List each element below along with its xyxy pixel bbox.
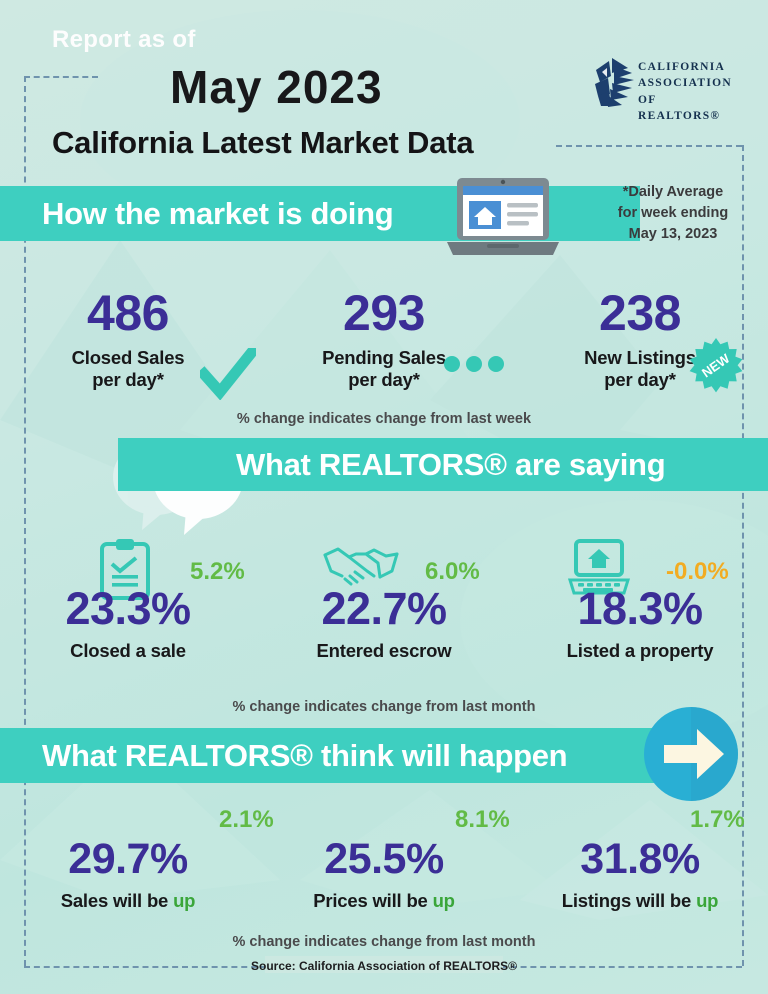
banner-what-realtors-are-saying: What REALTORS® are saying bbox=[118, 438, 768, 491]
stat-label-line-2: per day* bbox=[604, 368, 676, 390]
source-line-backdrop bbox=[265, 956, 503, 973]
car-logo-text: CALIFORNIA ASSOCIATION OF REALTORS® bbox=[638, 59, 740, 124]
stat-label: Listed a property bbox=[566, 640, 714, 661]
stat-value: 25.5% bbox=[324, 835, 444, 883]
stat-change-listings-will-be-up: 1.7% bbox=[690, 806, 745, 833]
stat-label-line-1: New Listings bbox=[584, 347, 696, 368]
note-change-from-last-week: % change indicates change from last week bbox=[236, 411, 532, 427]
stat-listed-a-property: 18.3% Listed a property bbox=[512, 540, 768, 662]
stat-value: 29.7% bbox=[68, 835, 188, 883]
report-month-year: May 2023 bbox=[170, 61, 383, 113]
stat-pending-sales-per-day: 293 Pending Sales per day* bbox=[256, 288, 512, 391]
daily-average-line-2: for week ending bbox=[617, 205, 729, 222]
car-fan-logo-icon bbox=[595, 58, 634, 107]
stat-label: New Listings per day* bbox=[512, 347, 768, 391]
stat-label: Closed Sales per day* bbox=[0, 347, 256, 391]
car-logo: CALIFORNIA ASSOCIATION OF REALTORS® bbox=[592, 56, 740, 122]
stat-value: 238 bbox=[599, 285, 681, 341]
stat-label-line-1: Closed Sales bbox=[71, 347, 185, 368]
stat-value: 31.8% bbox=[580, 835, 700, 883]
laptop-listing-icon bbox=[447, 178, 559, 255]
stat-value: 22.7% bbox=[321, 583, 447, 634]
stat-change-listed-a-property: -0.0% bbox=[666, 558, 729, 585]
check-icon bbox=[200, 348, 256, 400]
stat-label: Closed a sale bbox=[70, 640, 186, 661]
page-title: California Latest Market Data bbox=[52, 125, 474, 160]
handshake-icon bbox=[323, 547, 399, 586]
daily-average-note: *Daily Average for week ending May 13, 2… bbox=[598, 182, 748, 245]
stats-row-realtors-think: 29.7% Sales will be up 25.5% Prices will… bbox=[0, 808, 768, 912]
note-change-from-last-month-1: % change indicates change from last mont… bbox=[232, 699, 536, 715]
dashed-border-bottom-left bbox=[24, 966, 267, 968]
computer-house-icon bbox=[568, 539, 630, 595]
stat-new-listings-per-day: 238 New Listings per day* bbox=[512, 288, 768, 391]
stats-row-realtors-saying: 23.3% Closed a sale 22.7% Entered escrow… bbox=[0, 540, 768, 662]
stat-closed-sales-per-day: 486 Closed Sales per day* bbox=[0, 288, 256, 391]
stat-label-prefix: Sales will be bbox=[60, 890, 174, 911]
source-attribution: Source: California Association of REALTO… bbox=[251, 959, 517, 973]
dashed-border-left bbox=[24, 76, 26, 966]
note-change-from-last-month-2: % change indicates change from last mont… bbox=[232, 934, 536, 950]
stat-change-closed-a-sale: 5.2% bbox=[190, 558, 245, 585]
header: Report as of May 2023 California Latest … bbox=[0, 0, 768, 175]
stat-label: Prices will be up bbox=[256, 890, 512, 912]
stat-label-prefix: Prices will be bbox=[313, 890, 433, 911]
stat-label-line-2: per day* bbox=[92, 368, 164, 390]
dashed-border-right bbox=[742, 145, 744, 966]
stat-label: Sales will be up bbox=[0, 890, 256, 912]
stat-entered-escrow: 22.7% Entered escrow bbox=[256, 540, 512, 662]
stat-label-direction: up bbox=[432, 890, 455, 911]
stat-label-direction: up bbox=[173, 890, 196, 911]
stat-value: 23.3% bbox=[65, 583, 191, 634]
stat-change-prices-will-be-up: 8.1% bbox=[455, 806, 510, 833]
stat-listings-will-be-up: 31.8% Listings will be up bbox=[512, 808, 768, 912]
stat-label: Entered escrow bbox=[316, 640, 452, 661]
daily-average-line-3: May 13, 2023 bbox=[628, 226, 718, 243]
report-as-of-label: Report as of bbox=[52, 26, 196, 53]
stats-row-market-counts: 486 Closed Sales per day* 293 Pending Sa… bbox=[0, 288, 768, 391]
car-logo-line-1: CALIFORNIA bbox=[638, 61, 726, 73]
stat-label-line-2: per day* bbox=[348, 368, 420, 390]
stat-label-direction: up bbox=[696, 890, 719, 911]
new-badge-icon: NEW bbox=[689, 338, 743, 393]
stat-label-line-1: Pending Sales bbox=[322, 347, 446, 368]
stat-label-prefix: Listings will be bbox=[561, 890, 697, 911]
car-logo-line-3: OF REALTORS® bbox=[638, 93, 721, 122]
banner-saying-label: What REALTORS® are saying bbox=[236, 446, 666, 482]
arrow-right-circle-icon bbox=[644, 707, 738, 801]
stat-change-sales-will-be-up: 2.1% bbox=[219, 806, 274, 833]
stat-value: 18.3% bbox=[577, 583, 703, 634]
banner-market-label: How the market is doing bbox=[42, 195, 394, 231]
three-dots-icon bbox=[444, 356, 504, 372]
dashed-border-top-right bbox=[556, 145, 742, 147]
stat-sales-will-be-up: 29.7% Sales will be up bbox=[0, 808, 256, 912]
clipboard-icon bbox=[100, 539, 150, 600]
daily-average-line-1: *Daily Average bbox=[622, 184, 724, 200]
car-logo-line-2: ASSOCIATION bbox=[638, 77, 732, 90]
stat-value: 293 bbox=[343, 285, 425, 341]
banner-think-label: What REALTORS® think will happen bbox=[42, 737, 568, 773]
dashed-border-top bbox=[24, 76, 98, 78]
stat-closed-a-sale: 23.3% Closed a sale bbox=[0, 540, 256, 662]
banner-what-realtors-think-will-happen: What REALTORS® think will happen bbox=[0, 728, 700, 783]
stat-label: Listings will be up bbox=[512, 890, 768, 912]
stat-value: 486 bbox=[87, 285, 169, 341]
stat-label: Pending Sales per day* bbox=[256, 347, 512, 391]
stat-change-entered-escrow: 6.0% bbox=[425, 558, 480, 585]
stat-prices-will-be-up: 25.5% Prices will be up bbox=[256, 808, 512, 912]
dashed-border-bottom-right bbox=[501, 966, 742, 968]
